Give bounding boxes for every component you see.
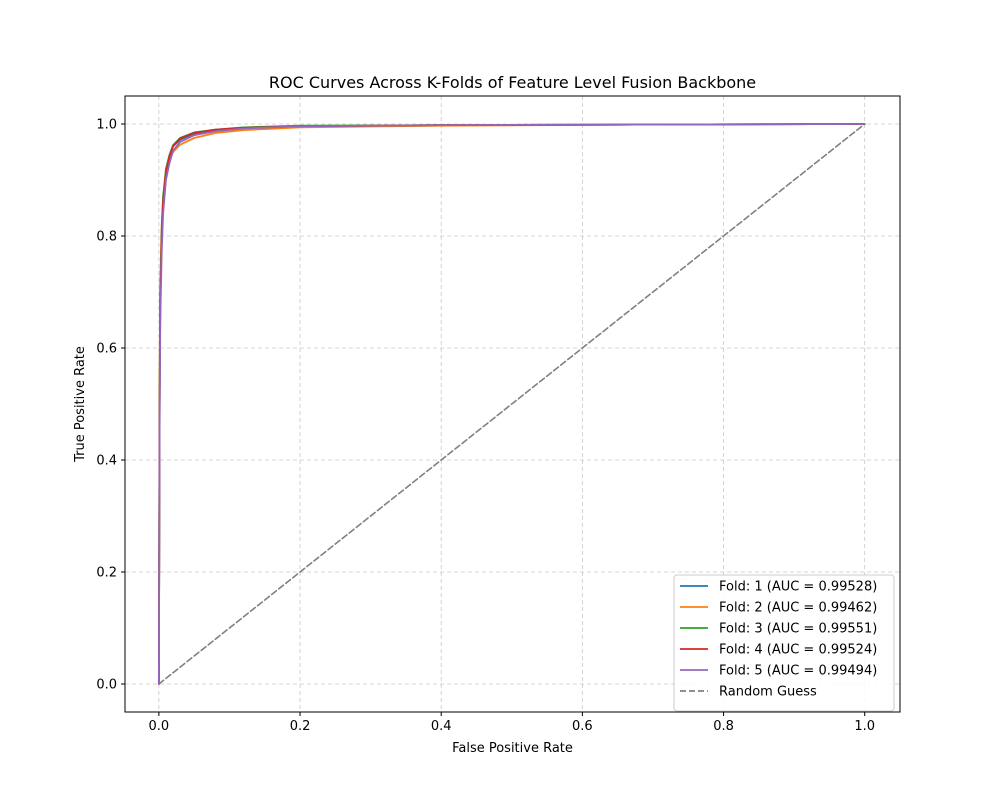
y-tick-label: 1.0 xyxy=(96,118,117,133)
x-axis-label: False Positive Rate xyxy=(452,741,573,756)
x-tick-label: 0.6 xyxy=(572,719,593,734)
legend-box xyxy=(673,574,895,712)
legend: Fold: 1 (AUC = 0.99528) Fold: 2 (AUC = 0.… xyxy=(673,574,895,712)
y-tick-label: 0.4 xyxy=(96,454,117,469)
series-line-6 xyxy=(158,123,866,685)
y-axis-label: True Positive Rate xyxy=(73,346,88,463)
legend-label: Fold: 1 (AUC = 0.99528) xyxy=(719,580,877,595)
y-axis-ticks: 0.0 0.2 0.4 0.6 0.8 1.0 xyxy=(96,118,125,693)
legend-label: Random Guess xyxy=(719,685,817,700)
y-tick-label: 0.0 xyxy=(96,678,117,693)
x-tick-label: 0.0 xyxy=(149,719,170,734)
chart-title: ROC Curves Across K-Folds of Feature Lev… xyxy=(269,73,756,92)
y-tick-label: 0.8 xyxy=(96,230,117,245)
y-tick-label: 0.2 xyxy=(96,566,117,581)
plot-frame xyxy=(124,95,901,713)
series-line-5 xyxy=(157,123,866,685)
legend-label: Fold: 3 (AUC = 0.99551) xyxy=(719,622,877,637)
legend-label: Fold: 4 (AUC = 0.99524) xyxy=(719,643,877,658)
y-tick-label: 0.6 xyxy=(96,342,117,357)
legend-label: Fold: 5 (AUC = 0.99494) xyxy=(719,664,877,679)
x-tick-label: 0.2 xyxy=(290,719,311,734)
series-lines xyxy=(157,123,866,685)
legend-label: Fold: 2 (AUC = 0.99462) xyxy=(719,601,877,616)
x-axis-ticks: 0.0 0.2 0.4 0.6 0.8 1.0 xyxy=(149,712,875,734)
x-tick-label: 0.4 xyxy=(431,719,452,734)
x-tick-label: 0.8 xyxy=(713,719,734,734)
x-tick-label: 1.0 xyxy=(854,719,875,734)
